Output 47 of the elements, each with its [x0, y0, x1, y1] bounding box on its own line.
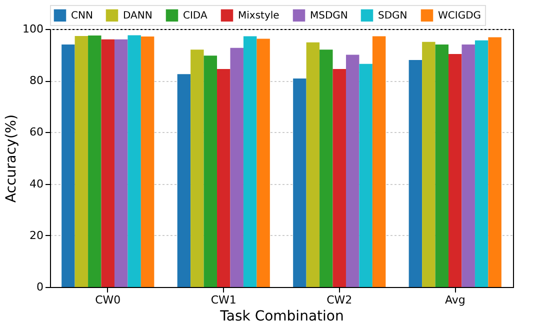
legend-label: WCIGDG: [438, 10, 482, 22]
legend-label: SDGN: [378, 10, 408, 22]
bar: [448, 54, 462, 287]
bar: [474, 40, 488, 287]
bar: [101, 39, 114, 287]
bar: [462, 44, 475, 287]
bar: [128, 35, 141, 287]
y-tick-label: 60: [30, 126, 44, 139]
bar: [320, 50, 333, 287]
bar: [306, 42, 320, 287]
bar: [293, 78, 306, 287]
bar: [74, 36, 88, 287]
bar: [422, 42, 436, 287]
bar: [332, 68, 346, 287]
bar: [372, 36, 386, 287]
bar: [488, 37, 502, 287]
bar: [230, 48, 244, 287]
y-tick-label: 20: [30, 228, 44, 242]
bar: [346, 54, 360, 287]
legend-label: CIDA: [183, 10, 208, 22]
bar: [62, 44, 75, 287]
bar: [140, 36, 154, 287]
bar: [88, 35, 102, 287]
bar: [408, 60, 422, 287]
bar: [190, 50, 204, 287]
bar: [114, 39, 128, 287]
bar: [359, 64, 372, 287]
bar: [177, 74, 191, 287]
x-tick-label: CW1: [210, 294, 236, 306]
x-tick-label: CW2: [326, 294, 352, 306]
y-tick-label: 80: [30, 74, 44, 88]
bar: [243, 36, 257, 287]
x-tick-label: CW0: [95, 294, 121, 306]
y-tick-label: 40: [30, 177, 44, 190]
x-axis-title: Task Combination: [219, 308, 344, 322]
y-tick-label: 100: [22, 22, 44, 36]
bar: [435, 44, 449, 287]
legend-label: DANN: [123, 10, 152, 22]
y-axis-title: Accuracy(%): [4, 114, 20, 203]
y-tick-label: 0: [36, 280, 44, 294]
legend-label: CNN: [71, 10, 93, 22]
legend-label: MSDGN: [310, 10, 348, 22]
bar: [256, 38, 270, 287]
x-tick-label: Avg: [444, 294, 466, 306]
legend-label: Mixstyle: [238, 10, 280, 22]
bar: [217, 68, 230, 287]
bar: [204, 56, 218, 287]
